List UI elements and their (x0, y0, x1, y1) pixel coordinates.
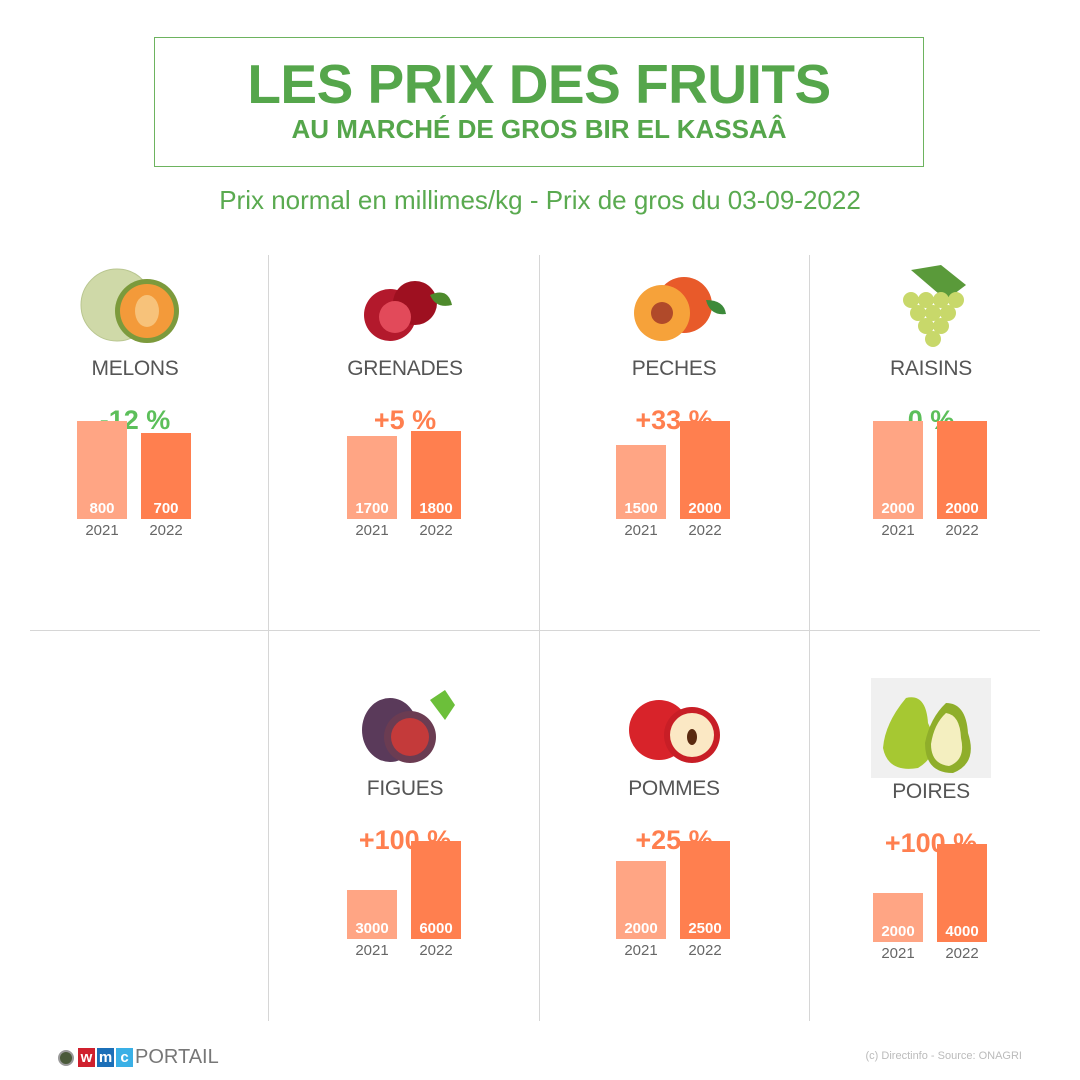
price-change: -12 % (99, 405, 171, 435)
bar-2022: 2000 (937, 421, 987, 519)
melon-icon (80, 268, 179, 343)
bar-value: 3000 (355, 920, 389, 937)
apple-icon (629, 700, 720, 763)
logo-text: PORTAIL (135, 1046, 219, 1068)
fruit-name: GRENADES (347, 357, 463, 380)
divider (539, 255, 540, 1021)
year-label: 2022 (945, 945, 979, 962)
price-note: Prix normal en millimes/kg - Prix de gro… (219, 185, 861, 215)
year-label: 2021 (881, 522, 915, 539)
wmc-portail-logo: w m c PORTAIL (58, 1046, 219, 1069)
fruit-panel-peches: PECHES +33 % 1500 2021 2000 2022 (539, 255, 809, 595)
fruit-name: PECHES (631, 357, 717, 380)
fruit-panel-melons: MELONS -12 % 800 2021 700 2022 (0, 255, 270, 595)
pear-icon (871, 678, 991, 778)
fruit-name: POMMES (628, 777, 720, 800)
price-change: 0 % (907, 405, 955, 435)
price-change: +33 % (635, 405, 713, 435)
fruit-panel-grenades: GRENADES +5 % 1700 2021 1800 2022 (270, 255, 540, 595)
page-subtitle: AU MARCHÉ DE GROS BIR EL KASSAÂ (291, 114, 787, 144)
bar-2021: 2000 (873, 893, 923, 942)
globe-icon (58, 1049, 74, 1066)
bar-2021: 3000 (347, 890, 397, 939)
year-label: 2022 (945, 522, 979, 539)
bar-value: 2000 (945, 500, 979, 517)
divider (809, 255, 810, 1021)
bar-2021: 1500 (616, 445, 666, 519)
price-change: +25 % (635, 825, 713, 855)
bar-value: 2000 (624, 920, 658, 937)
bar-value: 800 (89, 500, 115, 517)
fruit-panel-figues: FIGUES +100 % 3000 2021 6000 2022 (270, 675, 540, 1015)
peach-icon (634, 277, 726, 341)
year-label: 2022 (419, 942, 453, 959)
bar-value: 2500 (688, 920, 722, 937)
year-label: 2022 (688, 942, 722, 959)
fig-icon (362, 690, 455, 763)
title-box: LES PRIX DES FRUITS AU MARCHÉ DE GROS BI… (154, 37, 924, 167)
bar-value: 6000 (419, 920, 453, 937)
year-label: 2022 (419, 522, 453, 539)
bar-2021: 2000 (616, 861, 666, 939)
year-label: 2021 (355, 942, 389, 959)
price-change: +100 % (358, 825, 452, 855)
bar-value: 2000 (881, 923, 915, 940)
year-label: 2021 (881, 945, 915, 962)
divider (268, 255, 269, 1021)
fruit-name: RAISINS (890, 357, 972, 380)
page-title: LES PRIX DES FRUITS (247, 53, 831, 115)
fruit-panel-pommes: POMMES +25 % 2000 2021 2500 2022 (539, 675, 809, 1015)
fruit-panel-poires: POIRES +100 % 2000 2021 4000 2022 (796, 678, 1066, 1018)
pomegranate-icon (364, 281, 452, 341)
year-label: 2021 (355, 522, 389, 539)
fruit-name: FIGUES (366, 777, 444, 800)
bar-2021: 2000 (873, 421, 923, 519)
bar-value: 4000 (945, 923, 979, 940)
bar-value: 1800 (419, 500, 453, 517)
logo-letter: c (116, 1048, 133, 1067)
bar-2022: 6000 (411, 841, 461, 939)
bar-2022: 2500 (680, 841, 730, 939)
year-label: 2021 (85, 522, 119, 539)
logo-letter: m (97, 1048, 114, 1067)
grapes-icon (903, 265, 966, 347)
year-label: 2022 (149, 522, 183, 539)
bar-2022: 2000 (680, 421, 730, 519)
bar-value: 1500 (624, 500, 658, 517)
bar-2022: 700 (141, 433, 191, 519)
source-credit: (c) Directinfo - Source: ONAGRI (865, 1050, 1022, 1062)
bar-value: 700 (153, 500, 179, 517)
fruit-name: MELONS (91, 357, 179, 380)
fruit-panel-raisins: RAISINS 0 % 2000 2021 2000 2022 (796, 255, 1066, 595)
fruit-name: POIRES (892, 780, 970, 803)
price-change: +5 % (373, 405, 437, 435)
bar-2021: 1700 (347, 436, 397, 519)
year-label: 2022 (688, 522, 722, 539)
logo-letter: w (78, 1048, 95, 1067)
bar-2021: 800 (77, 421, 127, 519)
year-label: 2021 (624, 942, 658, 959)
divider (30, 630, 1040, 631)
bar-value: 2000 (881, 500, 915, 517)
bar-value: 1700 (355, 500, 389, 517)
price-change: +100 % (884, 828, 978, 858)
bar-2022: 4000 (937, 844, 987, 942)
bar-2022: 1800 (411, 431, 461, 519)
year-label: 2021 (624, 522, 658, 539)
bar-value: 2000 (688, 500, 722, 517)
